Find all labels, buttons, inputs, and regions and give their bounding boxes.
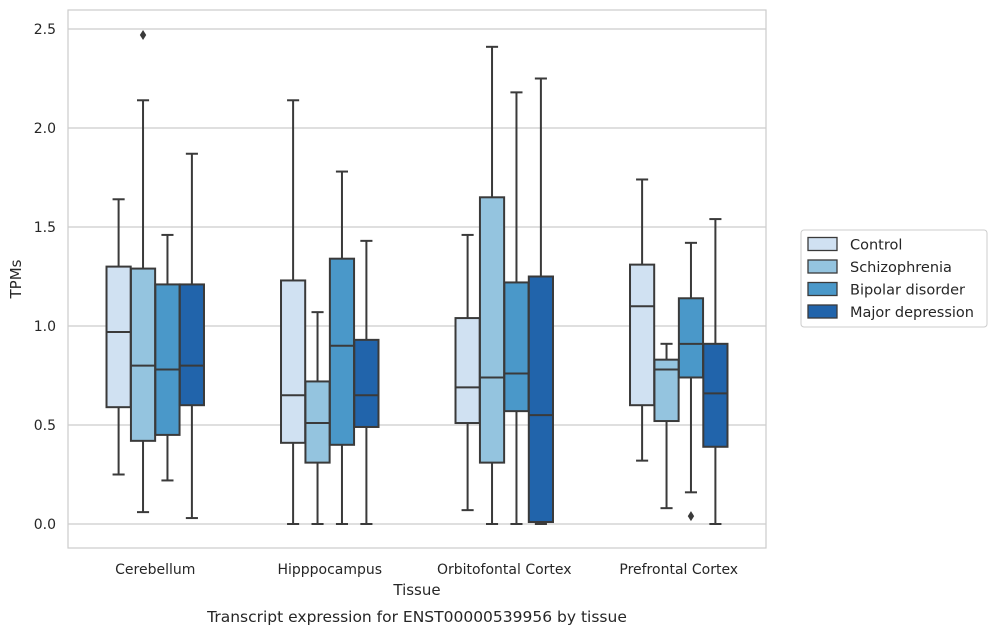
- iqr-box: [527, 275, 554, 524]
- box-major-depression: [527, 77, 554, 525]
- iqr-box: [677, 297, 705, 379]
- y-tick-labels: 0.0 0.5 1.0 1.5 2.0 2.5: [34, 22, 56, 533]
- boxes-layer: [105, 29, 729, 525]
- iqr-box: [129, 267, 157, 442]
- iqr-box: [154, 283, 181, 436]
- iqr-box: [629, 263, 656, 407]
- box-schizophrenia: [653, 342, 680, 510]
- box-major-depression: [178, 152, 205, 520]
- y-tick-label: 0.0: [34, 517, 56, 533]
- gridlines: [68, 28, 766, 525]
- x-tick-labels: Cerebellum Hipppocampus Orbitofontal Corte…: [115, 562, 738, 578]
- box-control: [629, 178, 656, 462]
- box-control: [280, 99, 307, 525]
- iqr-box: [105, 265, 132, 409]
- box-control: [105, 198, 132, 476]
- x-axis-label: Tissue: [392, 581, 440, 599]
- box-schizophrenia: [129, 29, 157, 514]
- plot-frame: [67, 9, 767, 549]
- y-tick-label: 1.5: [34, 220, 56, 236]
- iqr-box: [702, 342, 729, 448]
- y-axis-label: TPMs: [7, 259, 25, 299]
- legend-swatch: [807, 304, 838, 319]
- legend-item: Major depression: [807, 304, 974, 321]
- iqr-box: [454, 317, 481, 425]
- iqr-box: [280, 279, 307, 444]
- outlier-point: [139, 29, 147, 40]
- x-tick-label: Orbitofontal Cortex: [437, 562, 572, 578]
- outlier-point: [687, 511, 695, 522]
- iqr-box: [328, 257, 356, 446]
- iqr-box: [478, 196, 506, 464]
- legend-item: Bipolar disorder: [807, 281, 965, 299]
- x-tick-label: Prefrontal Cortex: [619, 562, 738, 578]
- legend-item: Schizophrenia: [807, 259, 952, 276]
- legend-item: Control: [807, 236, 902, 254]
- chart-caption: Transcript expression for ENST0000053995…: [206, 608, 627, 626]
- box-schizophrenia: [478, 45, 506, 525]
- y-tick-label: 1.0: [34, 319, 56, 335]
- box-control: [454, 233, 481, 512]
- box-bipolar-disorder: [154, 233, 181, 482]
- box-bipolar-disorder: [328, 170, 356, 525]
- legend-frame: [800, 229, 988, 328]
- legend-label: Bipolar disorder: [850, 283, 965, 299]
- iqr-box: [178, 283, 205, 407]
- legend-label: Schizophrenia: [850, 260, 952, 276]
- iqr-box: [353, 338, 380, 428]
- box-major-depression: [353, 239, 380, 525]
- legend: Control Schizophrenia Bipolar disorder Majo…: [800, 229, 988, 328]
- iqr-box: [503, 281, 530, 413]
- y-tick-label: 2.0: [34, 121, 56, 137]
- legend-swatch: [807, 281, 838, 297]
- x-tick-label: Cerebellum: [115, 562, 195, 578]
- box-bipolar-disorder: [677, 241, 705, 522]
- box-bipolar-disorder: [503, 91, 530, 525]
- legend-swatch: [807, 236, 838, 252]
- x-tick-label: Hipppocampus: [277, 562, 382, 578]
- legend-label: Major depression: [850, 305, 974, 321]
- y-tick-label: 2.5: [34, 22, 56, 38]
- box-schizophrenia: [304, 311, 331, 525]
- legend-label: Control: [850, 238, 902, 254]
- box-major-depression: [702, 218, 729, 525]
- legend-swatch: [807, 259, 838, 274]
- y-tick-label: 0.5: [34, 418, 56, 434]
